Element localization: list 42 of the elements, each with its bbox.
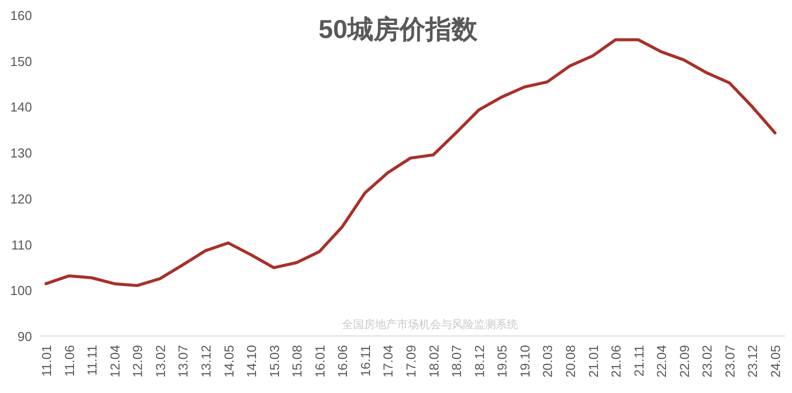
y-tick-label: 150 — [10, 54, 32, 69]
x-tick-label: 11.11 — [84, 345, 100, 376]
x-tick-label: 11.01 — [39, 345, 54, 377]
y-tick-label: 100 — [10, 283, 32, 298]
y-tick-label: 110 — [11, 237, 32, 252]
x-tick-label: 21.06 — [608, 345, 624, 378]
x-tick-label: 12.04 — [107, 345, 122, 378]
x-tick-label: 22.04 — [654, 345, 670, 378]
x-tick-label: 23.07 — [722, 345, 738, 378]
x-tick-label: 23.12 — [745, 345, 760, 378]
x-tick-label: 17.04 — [380, 345, 396, 378]
x-tick-label: 12.09 — [130, 345, 146, 378]
x-tick-label: 13.12 — [198, 345, 214, 378]
x-tick-label: 19.10 — [517, 345, 532, 378]
chart-title: 50城房价指数 — [318, 14, 478, 44]
y-tick-label: 130 — [10, 146, 32, 161]
x-tick-label: 17.09 — [404, 345, 418, 378]
x-tick-label: 21.01 — [586, 345, 601, 378]
x-tick-label: 16.06 — [335, 345, 350, 378]
y-tick-label: 90 — [18, 329, 32, 344]
x-tick-label: 15.08 — [290, 345, 305, 378]
x-tick-label: 21.11 — [631, 345, 646, 377]
x-tick-label: 16.01 — [312, 345, 328, 378]
x-tick-label: 19.05 — [494, 345, 510, 378]
x-tick-label: 18.02 — [426, 345, 442, 378]
x-tick-label: 20.03 — [540, 345, 556, 378]
x-tick-label: 11.06 — [62, 345, 77, 377]
x-tick-label: 18.07 — [449, 345, 464, 378]
x-tick-label: 24.05 — [768, 345, 783, 378]
x-tick-label: 20.08 — [562, 345, 578, 378]
y-tick-label: 140 — [10, 100, 32, 115]
y-tick-label: 120 — [10, 191, 32, 206]
x-tick-label: 18.12 — [472, 345, 487, 378]
x-tick-label: 13.02 — [152, 345, 168, 378]
x-tick-label: 13.07 — [176, 345, 191, 378]
x-tick-label: 22.09 — [676, 345, 692, 378]
x-tick-label: 23.02 — [700, 345, 715, 378]
y-tick-label: 160 — [10, 8, 32, 23]
x-tick-label: 15.03 — [266, 345, 282, 378]
x-tick-label: 14.10 — [244, 345, 260, 378]
x-tick-label: 14.05 — [221, 345, 236, 378]
x-tick-label: 16.11 — [358, 345, 373, 377]
